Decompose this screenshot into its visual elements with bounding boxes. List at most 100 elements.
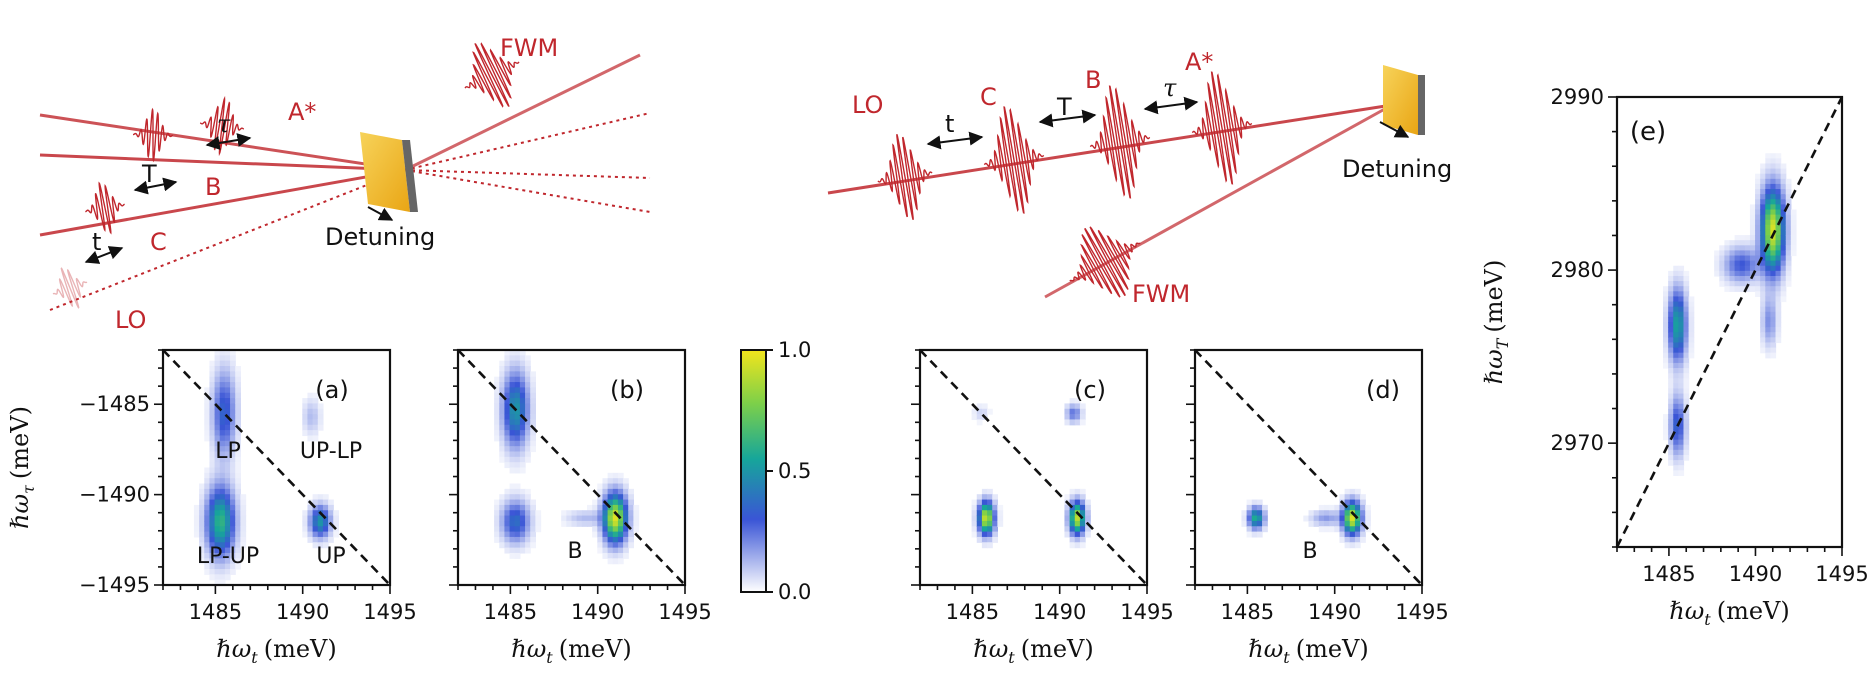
heatmap-cell [1765,291,1772,298]
heatmap-cell [1064,531,1071,538]
panel-a-label: (a) [315,376,348,404]
heatmap-cell [1785,240,1792,246]
heatmap-cell [302,430,309,437]
heatmap-cell [328,499,334,506]
heatmap-cell [581,510,588,517]
heatmap-cell [1668,316,1674,323]
heatmap-cell [224,366,231,372]
heatmap-cell [514,387,521,394]
heatmap-cell [204,430,211,437]
heatmap-cell [1760,301,1766,308]
diagonal-line-a [162,349,391,586]
heatmap-cell [1329,520,1335,527]
heatmap-cell [530,403,536,410]
heatmap-cell [519,499,526,506]
heatmap-cell [1064,403,1071,410]
heatmap-cell [214,446,221,453]
heatmap-cell [1079,515,1086,522]
heatmap-cell [525,494,531,501]
heatmap-cell [209,488,216,495]
heatmap-cell [312,542,319,549]
heatmap-cell [971,531,978,538]
heatmap-cell [209,504,216,511]
heatmap-cell [1668,281,1674,287]
heatmap-cell [307,526,314,533]
heatmap-cell [1719,270,1725,277]
heatmap-cell [312,424,319,431]
heatmap-cell [199,520,205,527]
heatmap-cell [519,440,526,447]
heatmap-cell [509,355,516,362]
pulse-lo-right [877,134,933,220]
heatmap-cell [997,520,1004,527]
heatmap-cell [199,488,205,495]
heatmap-cell [519,355,526,362]
heatmap-cell [607,520,614,527]
heatmap-cell [1256,526,1263,533]
heatmap-cell [219,392,226,399]
heatmap-cell [566,520,573,527]
heatmap-cell [1749,260,1756,267]
heatmap-cell [1770,153,1777,159]
heatmap-cell [1354,515,1361,522]
heatmap-cell [525,366,531,372]
heatmap-cell [987,520,993,527]
heatmap-cell [509,531,516,538]
heatmap-cell [1765,306,1772,313]
heatmap-cell [1770,178,1777,185]
heatmap-cell [199,552,205,559]
heatmap-cell [219,472,226,479]
heatmap-cell [209,398,216,405]
xtick-e-0: 1485 [1642,562,1695,586]
heatmap-cell [971,408,978,415]
heatmap-cell [224,542,231,549]
pulse-label-b: B [205,173,221,201]
heatmap-cell [209,408,216,415]
heatmap-cell [976,531,983,538]
heatmap-cell [312,536,319,543]
heatmap-cell [509,419,516,426]
annotation-b: B [567,539,582,564]
heatmap-cell [1683,291,1690,298]
detuning-label-right: Detuning [1342,155,1452,183]
heatmap-cell [1074,531,1081,538]
heatmap-cell [504,499,511,506]
heatmap-cell [317,504,324,511]
heatmap-cell [235,435,241,442]
heatmap-cell [230,382,236,388]
xlabel-d: ℏωt (meV) [1248,635,1369,667]
heatmap-cell [1329,510,1335,517]
heatmap-cell [1765,229,1772,236]
delay-label-t: t [92,228,101,256]
heatmap-cell [1770,240,1777,246]
heatmap-cell [1755,199,1761,205]
heatmap-cell [317,403,324,410]
heatmap-cell [1724,270,1731,277]
heatmap-cell [219,520,226,527]
heatmap-cell [997,515,1004,522]
heatmap-cell [224,419,231,426]
diagonal-line-e [1615,96,1844,548]
heatmap-cell [1775,204,1782,211]
heatmap-cell [224,488,231,495]
heatmap-cell [204,424,211,431]
heatmap-cell [1765,153,1772,159]
heatmap-cell [1365,510,1372,517]
heatmap-cell [1780,214,1787,221]
heatmap-cell [199,547,205,554]
heatmap-cell [1673,429,1679,436]
heatmap-cell [1673,383,1679,390]
heatmap-cell [224,360,231,367]
heatmap-cell [628,531,635,538]
heatmap-cell [214,520,221,527]
heatmap-cell [307,510,314,517]
heatmap-cell [1262,520,1268,527]
heatmap-cell [1729,286,1736,292]
heatmap-cell [1760,255,1766,262]
heatmap-cell [1760,337,1766,344]
heatmap-cell [992,520,998,527]
heatmap-cell [235,430,241,437]
heatmap-cell [628,542,635,549]
signal-label-fwm-right: FWM [1132,280,1190,308]
heatmap-cell [576,510,583,517]
